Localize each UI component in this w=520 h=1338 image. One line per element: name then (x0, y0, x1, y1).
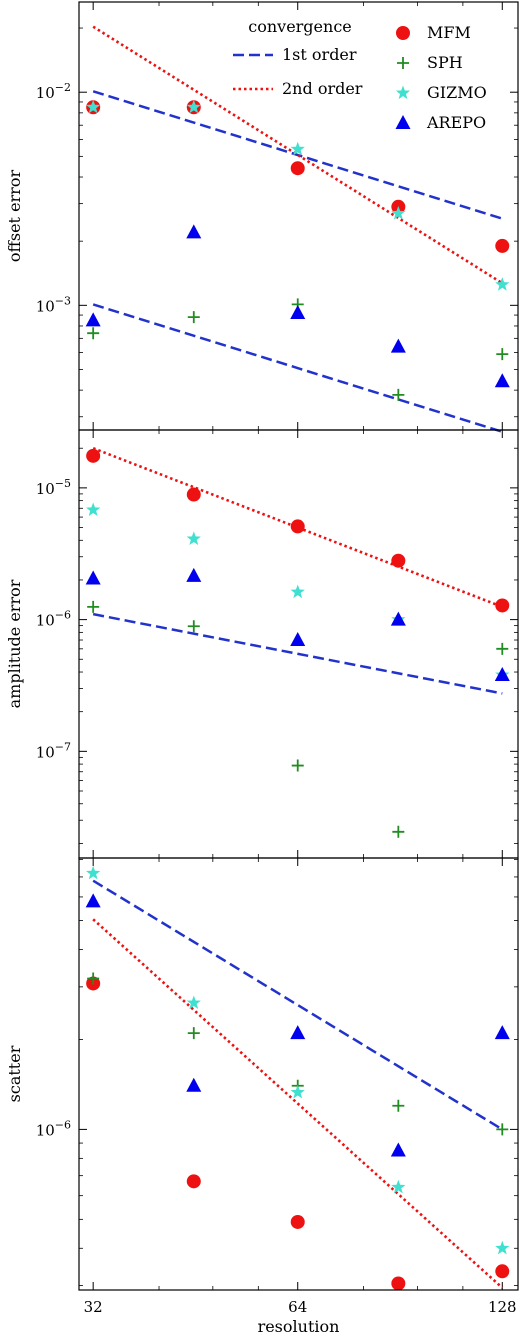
convergence-line-1st-order (92, 612, 503, 695)
data-point-gizmo (495, 1240, 510, 1255)
data-point-mfm (290, 519, 305, 534)
legend-title: convergence (248, 17, 352, 36)
legend-marker-gizmo (395, 85, 411, 100)
x-tick-label: 128 (488, 1298, 517, 1316)
plot-frame (78, 857, 519, 1291)
legend-label-1st-order: 1st order (282, 45, 357, 64)
series-mfm (86, 448, 510, 613)
data-point-arepo (390, 338, 406, 353)
chart-panel-middle: 10−5 10−6 10−7 amplitude error (5, 429, 519, 859)
legend-label-2nd-order: 2nd order (282, 79, 363, 98)
data-point-sph (187, 1027, 200, 1040)
legend-marker-sph (397, 57, 409, 69)
data-point-sph (392, 388, 405, 401)
data-point-arepo (85, 893, 101, 908)
legend-label-mfm: MFM (427, 23, 471, 42)
legend-marker-mfm (396, 26, 410, 40)
data-point-mfm (290, 1214, 305, 1229)
legend-label-sph: SPH (427, 53, 463, 72)
data-point-arepo (494, 1025, 510, 1040)
data-point-sph (392, 1099, 405, 1112)
data-point-gizmo (186, 99, 201, 114)
data-point-sph (291, 759, 304, 772)
y-axis-label: scatter (5, 1045, 24, 1102)
series-sph (87, 298, 509, 401)
data-point-arepo (186, 567, 202, 582)
data-point-gizmo (186, 995, 201, 1010)
data-point-gizmo (391, 205, 406, 220)
data-point-gizmo (86, 99, 101, 114)
series-mfm (86, 976, 510, 1291)
data-point-sph (496, 348, 509, 361)
data-point-arepo (186, 1077, 202, 1092)
data-point-gizmo (495, 277, 510, 291)
y-tick-label: 10−6 (36, 1118, 71, 1139)
data-point-gizmo (186, 531, 201, 545)
data-point-gizmo (86, 865, 101, 880)
data-point-arepo (290, 632, 306, 647)
data-point-mfm (391, 553, 406, 568)
y-tick-label: 10−5 (36, 477, 71, 498)
data-point-mfm (290, 161, 305, 176)
data-point-arepo (290, 1025, 306, 1040)
series-gizmo (86, 865, 510, 1255)
data-point-gizmo (290, 1084, 305, 1099)
data-point-gizmo (290, 141, 305, 156)
y-axis-label: offset error (5, 170, 24, 263)
data-point-mfm (391, 1276, 406, 1291)
data-point-arepo (290, 305, 306, 320)
data-point-sph (187, 620, 200, 633)
data-point-mfm (495, 598, 510, 613)
data-point-gizmo (290, 584, 305, 599)
data-point-arepo (85, 570, 101, 585)
series-arepo (85, 224, 510, 388)
data-point-sph (87, 600, 100, 613)
data-point-arepo (390, 611, 406, 626)
y-tick-label: 10−2 (36, 81, 71, 102)
y-tick-label: 10−7 (36, 740, 71, 761)
y-axis-label: amplitude error (5, 579, 24, 708)
data-point-arepo (390, 1142, 406, 1157)
data-point-mfm (86, 448, 101, 463)
data-point-arepo (85, 312, 101, 327)
series-arepo (85, 567, 510, 681)
data-point-sph (392, 825, 405, 838)
x-axis-label: resolution (258, 1317, 340, 1336)
legend: convergence 1st order 2nd order MFM SPH GIZMO… (233, 17, 487, 132)
data-point-mfm (495, 238, 510, 253)
legend-marker-arepo (395, 115, 411, 129)
data-point-arepo (494, 666, 510, 681)
data-point-sph (187, 311, 200, 324)
y-tick-label: 10−6 (36, 609, 71, 630)
chart-panel-top: 10−2 10−3 offset error convergence 1st order… (5, 1, 519, 433)
legend-label-arepo: AREPO (426, 113, 486, 132)
convergence-line-2nd-order (92, 25, 503, 285)
data-point-sph (87, 327, 100, 340)
series-sph (87, 972, 509, 1136)
data-point-sph (496, 1123, 509, 1136)
data-point-arepo (186, 224, 202, 239)
data-point-arepo (494, 373, 510, 388)
x-tick-label: 64 (288, 1298, 307, 1316)
chart-panel-bottom: 10−6 scatter 32 64 128 resolution (5, 857, 519, 1336)
data-point-sph (87, 972, 100, 985)
legend-label-gizmo: GIZMO (427, 83, 487, 102)
series-gizmo (86, 99, 510, 291)
data-point-mfm (495, 1264, 510, 1279)
convergence-line-2nd-order (92, 918, 504, 1289)
convergence-line-2nd-order (92, 447, 503, 609)
series-sph (87, 600, 509, 838)
y-tick-label: 10−3 (36, 294, 71, 315)
data-point-mfm (186, 1174, 201, 1189)
data-point-sph (496, 642, 509, 655)
data-point-gizmo (86, 502, 101, 517)
data-point-gizmo (391, 1179, 406, 1194)
convergence-line-1st-order (92, 303, 503, 433)
convergence-line-1st-order (92, 90, 503, 220)
series-arepo (85, 893, 510, 1157)
data-point-mfm (186, 487, 201, 502)
x-tick-label: 32 (84, 1298, 103, 1316)
